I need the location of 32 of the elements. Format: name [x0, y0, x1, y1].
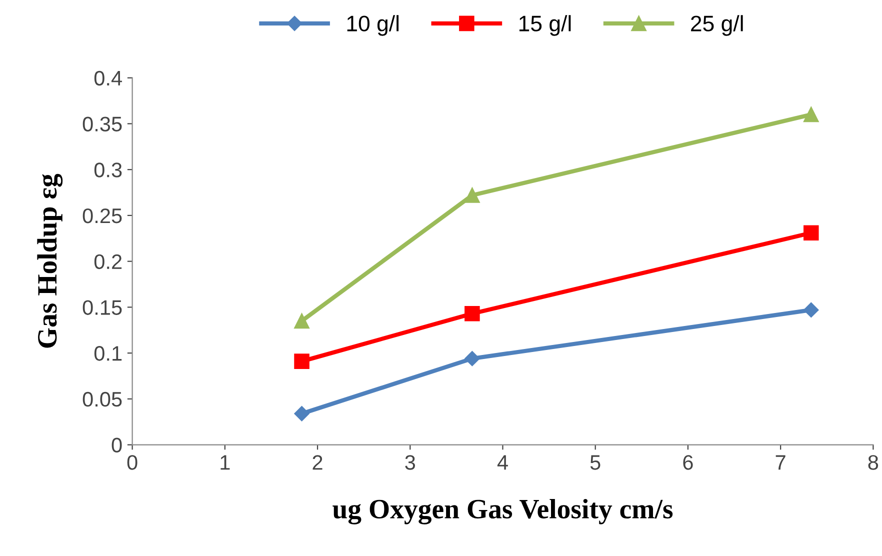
- x-tick-label: 2: [312, 455, 322, 470]
- y-tick-label: 0.05: [82, 392, 122, 407]
- x-tick-label: 1: [220, 455, 230, 470]
- x-tick-label: 8: [868, 455, 878, 470]
- point: [294, 354, 310, 369]
- y-axis-title: Gas Holdup εg: [37, 174, 63, 348]
- y-tick-label: 0.4: [94, 70, 122, 86]
- y-tick-label: 0.3: [94, 162, 122, 178]
- x-axis-title: ug Oxygen Gas Velosity cm/s: [332, 498, 673, 524]
- point: [803, 106, 819, 122]
- y-tick-label: 0.15: [82, 300, 122, 315]
- legend-label: 25 g/l: [691, 15, 743, 36]
- point: [804, 302, 819, 318]
- y-tick-label: 0.35: [82, 116, 122, 132]
- x-tick-label: 7: [776, 455, 786, 470]
- legend-label: 15 g/l: [519, 15, 571, 36]
- point: [803, 225, 819, 241]
- x-tick-label: 3: [405, 455, 416, 470]
- point: [464, 306, 480, 322]
- x-tick-label: 6: [683, 455, 693, 470]
- x-tick-label: 4: [497, 455, 508, 470]
- x-tick-label: 0: [127, 455, 138, 470]
- y-tick-label: 0.25: [82, 208, 122, 224]
- y-tick-label: 0.1: [94, 346, 122, 361]
- point: [464, 188, 480, 203]
- legend-label: 10 g/l: [347, 15, 399, 36]
- point: [294, 406, 310, 422]
- point: [464, 350, 480, 366]
- y-tick-label: 0.2: [94, 254, 122, 270]
- point: [294, 313, 310, 329]
- x-tick-label: 5: [590, 455, 600, 470]
- y-tick-label: 0: [112, 438, 122, 453]
